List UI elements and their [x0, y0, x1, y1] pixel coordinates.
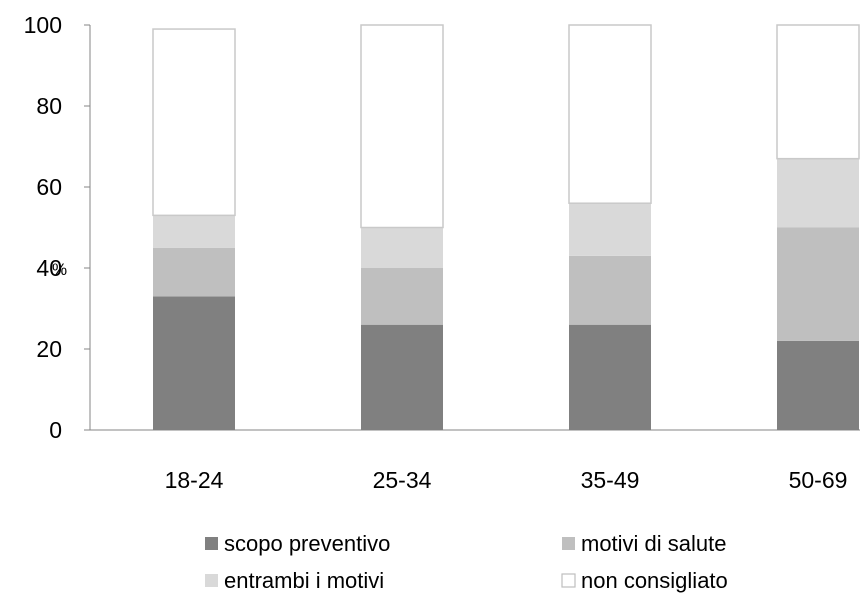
- bar-segment-3-25-34: [361, 227, 443, 268]
- x-tick-label: 25-34: [373, 467, 432, 493]
- legend-swatch: [562, 537, 575, 550]
- legend-label: scopo preventivo: [224, 531, 390, 556]
- x-tick-label: 35-49: [581, 467, 640, 493]
- y-tick-label: 20: [36, 336, 62, 362]
- bar-segment-2-18-24: [153, 247, 235, 297]
- bar-segment-4-18-24: [152, 28, 236, 217]
- bar-segment-2-50-69: [777, 227, 859, 341]
- bar-segment-2-35-49: [569, 255, 651, 325]
- legend-label: entrambi i motivi: [224, 568, 384, 593]
- legend-swatch: [205, 537, 218, 550]
- bar-segment-4-50-69: [776, 24, 860, 160]
- bar-segment-2-25-34: [361, 268, 443, 325]
- bar-segment-3-18-24: [153, 215, 235, 248]
- y-tick-label: 0: [49, 417, 62, 443]
- bar-segment-1-18-24: [153, 296, 235, 430]
- bar-segment-1-50-69: [777, 340, 859, 430]
- y-tick-label: 100: [24, 12, 62, 38]
- bars: [152, 24, 860, 430]
- y-tick-labels: 0 20 40 60 80 100: [24, 12, 62, 443]
- bar-segment-1-25-34: [361, 324, 443, 430]
- y-tick-label: 60: [36, 174, 62, 200]
- legend-label: non consigliato: [581, 568, 728, 593]
- legend-swatch: [205, 574, 218, 587]
- legend-swatch: [561, 573, 576, 588]
- y-tick-label: 40: [36, 255, 62, 281]
- bar-segment-4-35-49: [568, 24, 652, 204]
- x-tick-labels: 18-24 25-34 35-49 50-69: [165, 467, 848, 493]
- bar-segment-3-35-49: [569, 203, 651, 256]
- x-tick-label: 50-69: [789, 467, 848, 493]
- bar-segment-4-25-34: [360, 24, 444, 229]
- x-tick-label: 18-24: [165, 467, 224, 493]
- bar-segment-3-50-69: [777, 158, 859, 228]
- legend-label: motivi di salute: [581, 531, 727, 556]
- legend: scopo preventivo motivi di salute entrambi…: [205, 531, 728, 593]
- bar-segment-1-35-49: [569, 324, 651, 430]
- y-axis-label: %: [52, 260, 67, 279]
- y-tick-label: 80: [36, 93, 62, 119]
